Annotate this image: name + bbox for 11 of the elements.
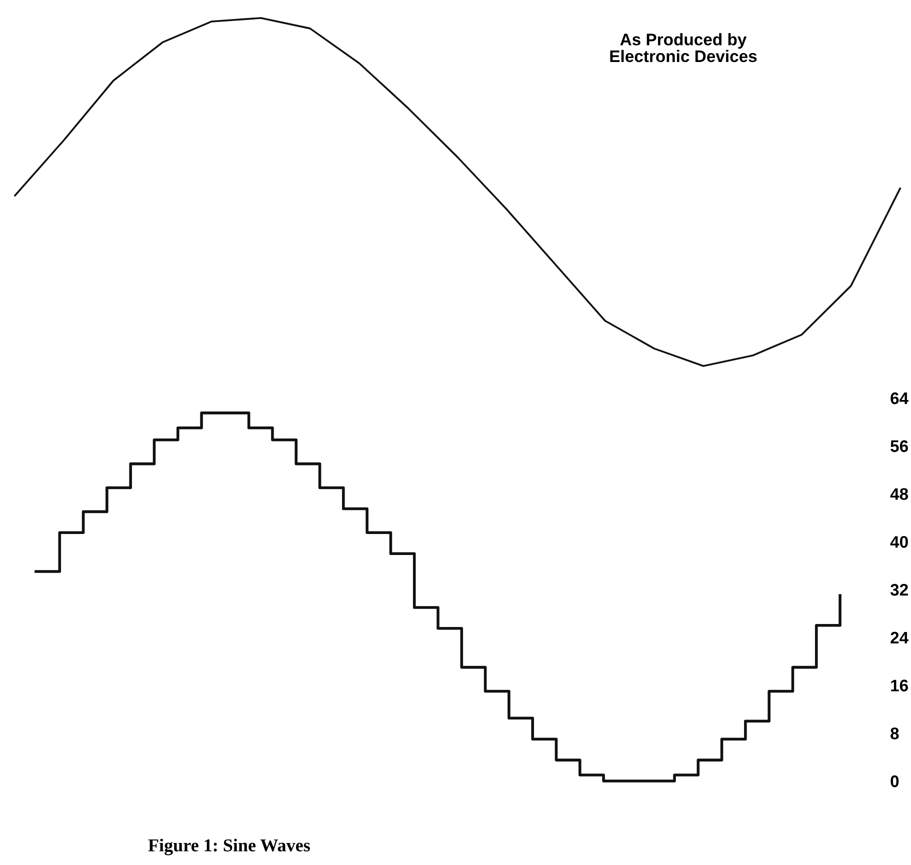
y-tick-label: 32 [890,584,908,596]
y-tick-label: 24 [890,632,908,644]
y-tick-label: 0 [890,775,899,788]
text: Figure 1: Sine Waves [148,838,310,856]
y-tick-label: 48 [890,488,908,500]
annotation: As Produced by Electronic Devices [610,33,757,62]
y-tick-label: 40 [890,536,908,548]
y-tick-label: 64 [890,392,908,404]
y-tick-label: 8 [890,728,899,740]
y-tick-label: 16 [891,680,908,692]
y-tick-label: 56 [890,440,908,452]
